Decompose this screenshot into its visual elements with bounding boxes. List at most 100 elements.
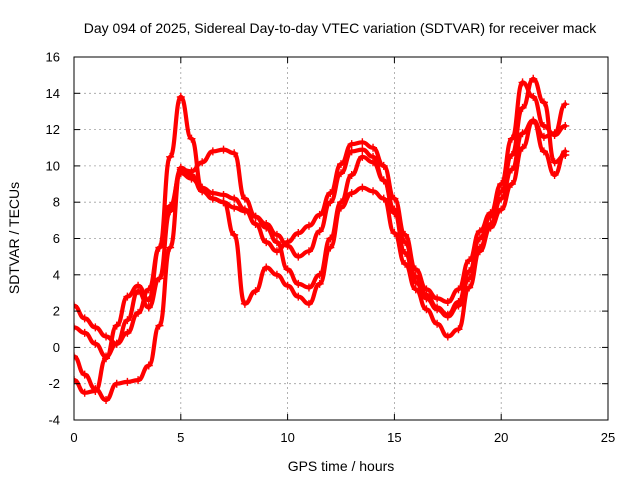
data-point	[272, 270, 281, 279]
data-point	[561, 100, 570, 109]
data-point	[251, 287, 260, 296]
data-point	[80, 388, 89, 397]
data-point	[379, 176, 388, 185]
data-point	[390, 229, 399, 238]
data-point	[283, 265, 292, 274]
data-point	[80, 370, 89, 379]
data-point	[102, 332, 111, 341]
data-point	[198, 158, 207, 167]
data-point	[166, 207, 175, 216]
x-tick-label: 15	[387, 430, 401, 445]
data-point	[219, 190, 228, 199]
data-point	[80, 328, 89, 337]
data-point	[240, 194, 249, 203]
series-line	[74, 94, 568, 395]
data-point	[518, 103, 527, 112]
data-point	[102, 396, 111, 405]
data-point	[230, 149, 239, 158]
data-point	[369, 187, 378, 196]
data-point	[80, 314, 89, 323]
data-point	[304, 283, 313, 292]
data-point	[550, 129, 559, 138]
data-point	[550, 170, 559, 179]
data-point	[369, 158, 378, 167]
data-point	[187, 134, 196, 143]
y-axis-label: SDTVAR / TECUs	[6, 182, 22, 294]
data-point	[112, 379, 121, 388]
data-point	[315, 210, 324, 219]
data-point	[102, 354, 111, 363]
y-tick-label: 16	[46, 50, 60, 65]
data-point	[507, 180, 516, 189]
y-tick-label: 10	[46, 158, 60, 173]
y-tick-label: 0	[53, 340, 60, 355]
data-point	[251, 212, 260, 221]
data-point	[294, 229, 303, 238]
data-point	[326, 198, 335, 207]
data-point	[91, 323, 100, 332]
data-point	[443, 298, 452, 307]
data-point	[272, 238, 281, 247]
x-tick-label: 10	[280, 430, 294, 445]
data-point	[326, 243, 335, 252]
series-layer	[74, 74, 570, 405]
data-point	[304, 299, 313, 308]
y-tick-label: -2	[48, 376, 60, 391]
data-point	[529, 92, 538, 101]
data-point	[358, 183, 367, 192]
data-point	[294, 292, 303, 301]
y-tick-label: 14	[46, 86, 60, 101]
data-point	[198, 185, 207, 194]
data-point	[390, 209, 399, 218]
data-point	[443, 332, 452, 341]
y-tick-label: 12	[46, 122, 60, 137]
data-point	[112, 339, 121, 348]
data-point	[379, 161, 388, 170]
data-point	[304, 247, 313, 256]
x-tick-label: 0	[70, 430, 77, 445]
data-point	[433, 305, 442, 314]
data-point	[74, 376, 78, 385]
data-point	[347, 147, 356, 156]
data-point	[134, 376, 143, 385]
y-tick-label: 6	[53, 231, 60, 246]
data-point	[358, 145, 367, 154]
data-point	[134, 308, 143, 317]
data-point	[304, 221, 313, 230]
x-axis-label: GPS time / hours	[288, 458, 395, 474]
data-point	[337, 203, 345, 212]
data-point	[401, 259, 410, 268]
data-point	[518, 143, 527, 152]
data-point	[518, 78, 527, 87]
data-point	[123, 377, 132, 386]
data-point	[166, 243, 175, 252]
data-point	[358, 152, 367, 161]
data-point	[144, 361, 153, 370]
data-point	[208, 147, 217, 156]
data-point	[411, 285, 420, 294]
data-point	[561, 121, 570, 130]
data-point	[123, 316, 132, 325]
data-point	[337, 160, 345, 169]
data-point	[347, 140, 356, 149]
data-point	[219, 198, 228, 207]
data-point	[454, 325, 463, 334]
data-point	[262, 223, 271, 232]
data-point	[315, 227, 324, 236]
data-point	[347, 189, 356, 198]
data-point	[155, 243, 164, 252]
x-tick-label: 25	[601, 430, 615, 445]
data-point	[529, 116, 538, 125]
y-tick-label: 8	[53, 195, 60, 210]
data-point	[134, 281, 143, 290]
data-point	[240, 299, 249, 308]
data-point	[283, 281, 292, 290]
data-point	[529, 74, 538, 83]
data-point	[155, 274, 164, 283]
y-tick-label: -4	[48, 413, 60, 428]
plot-frame	[73, 56, 609, 421]
series-line	[74, 118, 568, 403]
data-point	[230, 203, 239, 212]
axes: 0 5 10 15 20 25 -4 -2 0 2 4 6 8 10 12 14 16	[46, 50, 616, 446]
